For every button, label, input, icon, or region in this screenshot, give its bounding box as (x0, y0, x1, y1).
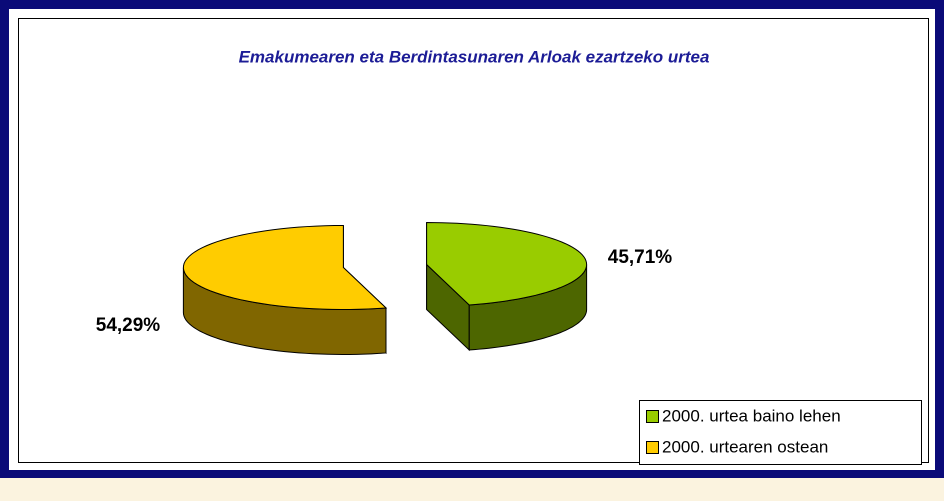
chart-title: Emakumearen eta Berdintasunaren Arloak e… (239, 47, 710, 66)
pie: 45,71% 54,29% (96, 222, 673, 355)
legend (639, 400, 922, 465)
legend-label: 2000. urtearen ostean (662, 437, 828, 456)
legend-label: 2000. urtea baino lehen (662, 406, 841, 425)
legend-swatch (646, 410, 659, 423)
legend-swatch (646, 441, 659, 454)
legend-items: 2000. urtea baino lehen 2000. urtearen os… (646, 406, 841, 456)
slice (182, 224, 388, 310)
data-label: 54,29% (96, 315, 161, 336)
data-label: 45,71% (608, 247, 673, 268)
slice (426, 222, 588, 306)
